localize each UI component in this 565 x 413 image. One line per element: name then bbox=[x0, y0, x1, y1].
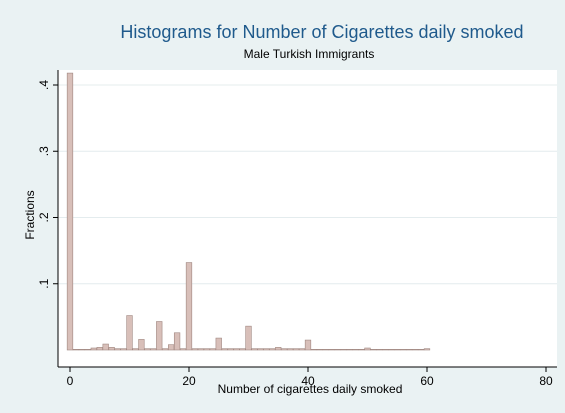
x-tick-label-80: 80 bbox=[539, 374, 553, 388]
y-tick-label-.4: .4 bbox=[37, 80, 51, 90]
histogram-bar-31 bbox=[251, 348, 258, 351]
histogram-bar-26 bbox=[221, 348, 228, 351]
histogram-bar-1 bbox=[72, 349, 80, 351]
y-tick-label-.2: .2 bbox=[37, 212, 51, 222]
histogram-bar-16 bbox=[162, 348, 169, 351]
histogram-bar-21 bbox=[191, 348, 199, 351]
chart-title: Histograms for Number of Cigarettes dail… bbox=[120, 22, 523, 42]
histogram-bar-54 bbox=[388, 349, 395, 351]
ticks: 0 20 40 60 80 .1 .2 .3 .4 bbox=[37, 80, 553, 388]
histogram-bar-22 bbox=[197, 348, 205, 351]
histogram-bar-29 bbox=[239, 348, 246, 351]
histogram-bar-8 bbox=[114, 348, 121, 351]
histogram-bar-47 bbox=[346, 349, 353, 351]
histogram-bar-4 bbox=[90, 347, 97, 351]
histogram-bar-27 bbox=[227, 348, 234, 351]
histogram-bar-0 bbox=[66, 72, 74, 351]
histogram-bar-17 bbox=[168, 344, 175, 351]
histogram-bar-49 bbox=[358, 349, 365, 351]
y-axis-title: Fractions bbox=[23, 190, 37, 239]
chart-subtitle: Male Turkish Immigrants bbox=[244, 47, 375, 61]
histogram-bar-30 bbox=[245, 325, 252, 351]
histogram-bar-19 bbox=[179, 348, 187, 351]
histogram-bar-33 bbox=[263, 348, 270, 351]
histogram-bar-36 bbox=[281, 348, 288, 351]
histogram-bar-55 bbox=[394, 349, 401, 351]
histogram-bar-45 bbox=[334, 349, 341, 351]
x-tick-label-40: 40 bbox=[301, 374, 315, 388]
histogram-bar-59 bbox=[417, 349, 425, 351]
histogram-bar-28 bbox=[233, 348, 240, 351]
histogram-bar-3 bbox=[84, 349, 91, 351]
histogram-bar-38 bbox=[292, 348, 300, 351]
histogram-bar-32 bbox=[257, 348, 264, 351]
x-tick-label-60: 60 bbox=[420, 374, 434, 388]
histogram-bar-48 bbox=[352, 349, 359, 351]
histogram-bar-35 bbox=[275, 347, 282, 351]
y-tick-label-.1: .1 bbox=[37, 278, 51, 288]
histogram-bar-60 bbox=[423, 348, 431, 351]
histogram-bar-15 bbox=[156, 321, 163, 351]
histogram-bar-40 bbox=[304, 339, 312, 351]
histogram-bar-12 bbox=[138, 339, 145, 351]
histogram-bar-51 bbox=[370, 349, 377, 351]
x-axis-title: Number of cigarettes daily smoked bbox=[218, 382, 403, 396]
histogram-bar-20 bbox=[185, 262, 193, 351]
histogram-bar-44 bbox=[328, 349, 335, 351]
histogram-bar-11 bbox=[132, 348, 139, 351]
histogram-bar-42 bbox=[316, 349, 324, 351]
histogram-bar-41 bbox=[310, 349, 318, 351]
histogram-bar-9 bbox=[120, 348, 127, 351]
histogram-bar-23 bbox=[203, 348, 210, 351]
plot-area bbox=[58, 70, 557, 367]
histogram-bar-7 bbox=[108, 347, 115, 351]
histogram-bar-13 bbox=[144, 348, 151, 351]
histogram-bar-24 bbox=[209, 348, 216, 351]
bars bbox=[66, 72, 431, 351]
histogram-bar-39 bbox=[298, 348, 306, 351]
histogram-bar-10 bbox=[126, 315, 133, 351]
histogram-bar-50 bbox=[364, 347, 371, 351]
gridlines bbox=[58, 84, 557, 285]
histogram-bar-58 bbox=[411, 349, 419, 351]
histogram-bar-5 bbox=[96, 347, 103, 351]
x-tick-label-20: 20 bbox=[182, 374, 196, 388]
histogram-bar-52 bbox=[376, 349, 383, 351]
y-tick-label-.3: .3 bbox=[37, 146, 51, 156]
histogram-bar-46 bbox=[340, 349, 347, 351]
histogram-bar-34 bbox=[269, 348, 276, 351]
histogram-bar-56 bbox=[400, 349, 407, 351]
histogram-bar-6 bbox=[102, 343, 109, 351]
histogram-bar-25 bbox=[215, 337, 222, 351]
x-tick-label-0: 0 bbox=[67, 374, 74, 388]
histogram-bar-37 bbox=[287, 348, 294, 351]
histogram-bar-57 bbox=[406, 349, 413, 351]
histogram-bar-2 bbox=[78, 349, 86, 351]
histogram-bar-14 bbox=[150, 348, 157, 351]
histogram-bar-18 bbox=[173, 332, 181, 351]
histogram-bar-43 bbox=[322, 349, 329, 351]
histogram-bar-53 bbox=[382, 349, 389, 351]
